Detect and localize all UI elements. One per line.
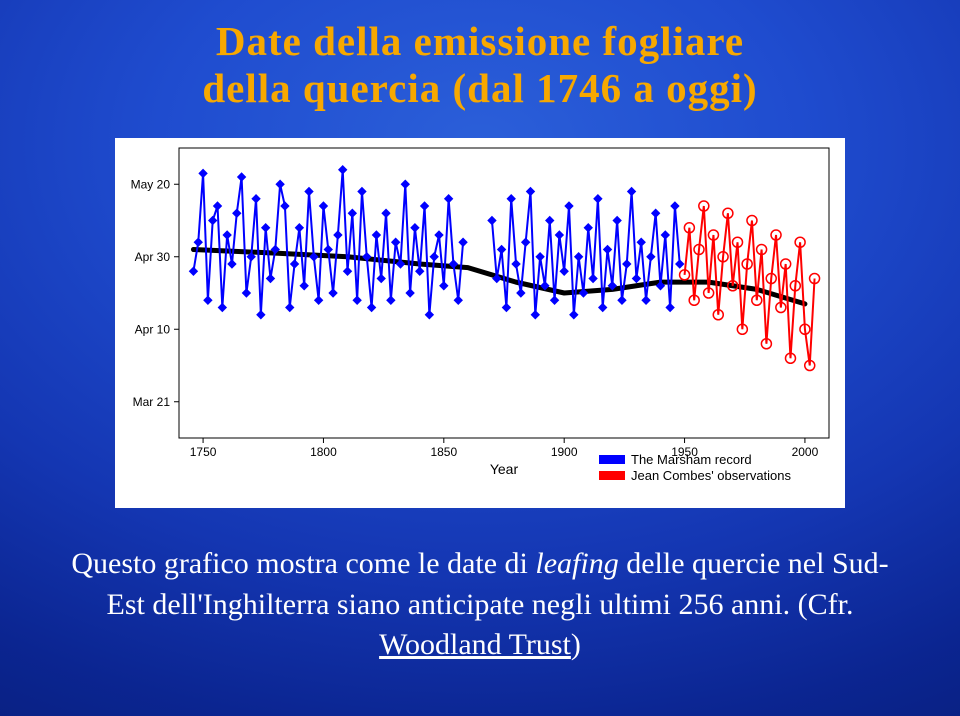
- body-text-1: Questo grafico mostra come le date di: [71, 547, 535, 580]
- title-line1: Date della emissione fogliare: [216, 18, 744, 64]
- svg-text:1850: 1850: [430, 445, 457, 459]
- body-link[interactable]: Woodland Trust: [379, 628, 571, 661]
- svg-text:2000: 2000: [792, 445, 819, 459]
- chart-svg: Mar 21 Apr 10 Apr 30 May 20 1750 1800 1850 1900…: [115, 138, 845, 508]
- svg-text:Year: Year: [490, 461, 519, 477]
- svg-text:Mar 21: Mar 21: [133, 395, 171, 409]
- svg-text:1750: 1750: [190, 445, 217, 459]
- svg-text:Jean Combes' observations: Jean Combes' observations: [631, 468, 792, 483]
- title-paren: (dal 1746 a oggi): [452, 65, 757, 111]
- body-text-3: ): [571, 628, 581, 661]
- svg-text:May 20: May 20: [131, 178, 171, 192]
- leafing-chart: Mar 21 Apr 10 Apr 30 May 20 1750 1800 1850 1900…: [115, 138, 845, 508]
- slide-title: Date della emissione fogliare della quer…: [0, 18, 960, 112]
- svg-text:The Marsham record: The Marsham record: [631, 452, 752, 467]
- svg-text:Apr 10: Apr 10: [135, 323, 171, 337]
- body-em: leafing: [535, 547, 618, 580]
- svg-text:1800: 1800: [310, 445, 337, 459]
- svg-text:Apr 30: Apr 30: [135, 250, 171, 264]
- title-line2: della quercia: [202, 65, 441, 111]
- body-paragraph: Questo grafico mostra come le date di le…: [60, 544, 900, 666]
- svg-text:1900: 1900: [551, 445, 578, 459]
- slide-root: Date della emissione fogliare della quer…: [0, 0, 960, 716]
